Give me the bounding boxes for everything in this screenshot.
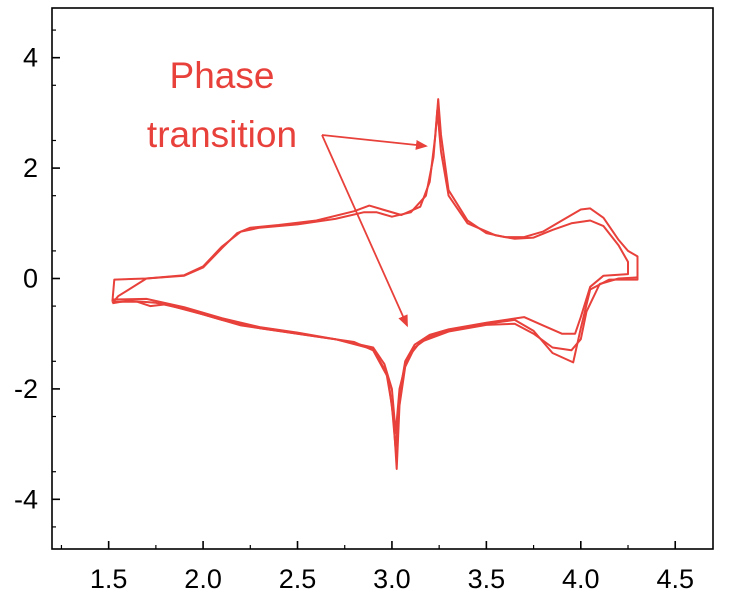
annotation-arrow-1: [321, 134, 428, 150]
x-tick-label: 2.5: [279, 564, 317, 594]
x-tick-label: 3.5: [468, 564, 506, 594]
y-tick-label: -2: [14, 374, 38, 404]
x-tick-label: 4.0: [562, 564, 600, 594]
x-tick-label: 3.0: [373, 564, 411, 594]
y-tick-label: 4: [23, 43, 38, 73]
x-tick-label: 1.5: [90, 564, 128, 594]
annotation-line-1: Phase: [170, 55, 275, 96]
y-tick-label: 0: [23, 264, 38, 294]
y-tick-label: -4: [14, 484, 38, 514]
y-tick-label: 2: [23, 153, 38, 183]
phase-transition-annotation: Phase transition: [147, 55, 428, 328]
x-axis-ticks: 1.5 2.0 2.5 3.0 3.5 4.0 4.5: [60, 541, 694, 594]
annotation-line-2: transition: [147, 114, 297, 155]
x-tick-label: 2.0: [184, 564, 222, 594]
series-2-line: [111, 109, 629, 451]
series-3-line: [112, 276, 638, 435]
y-axis-ticks: 4 2 0 -2 -4: [14, 29, 60, 528]
series-layer: [111, 98, 639, 470]
x-tick-label: 4.5: [656, 564, 694, 594]
annotation-arrow-2: [321, 134, 408, 328]
